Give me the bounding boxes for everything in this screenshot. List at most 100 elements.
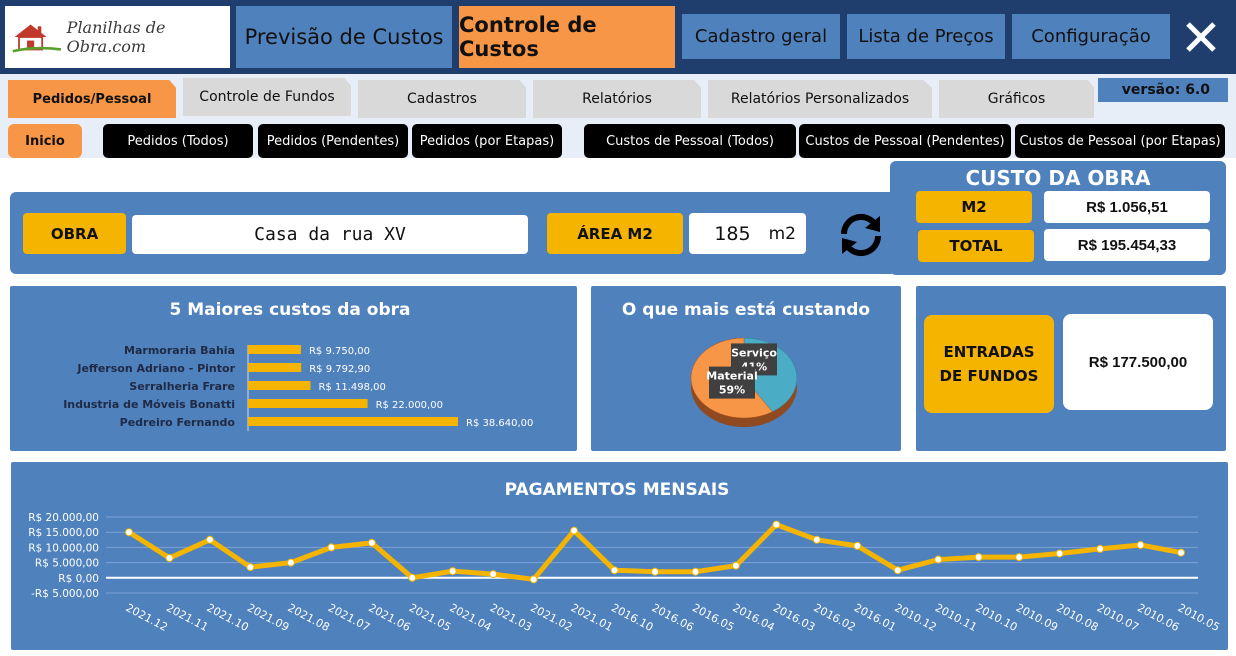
x-tick-label: 2021.10 xyxy=(205,601,251,634)
bar xyxy=(248,345,301,354)
data-point xyxy=(1177,548,1185,557)
data-point xyxy=(691,567,700,576)
pie-slice-label: Material xyxy=(706,370,757,383)
tab-configuracao[interactable]: Configuração xyxy=(1012,14,1170,59)
area-field[interactable]: 185 m2 xyxy=(689,213,806,254)
data-point xyxy=(570,526,579,535)
bar-category-label: Pedreiro Fernando xyxy=(120,416,236,429)
x-tick-label: 2021.04 xyxy=(447,601,493,634)
data-point xyxy=(974,553,983,562)
x-tick-label: 2021.07 xyxy=(326,601,372,634)
pie-slice-value: 59% xyxy=(719,384,745,397)
bar xyxy=(248,399,368,408)
x-tick-label: 2010.05 xyxy=(1176,601,1222,634)
x-tick-label: 2010.12 xyxy=(892,601,938,634)
x-tick-label: 2016.03 xyxy=(771,601,817,634)
top-costs-chart: Marmoraria Bahia R$ 9.750,00 Jefferson Adr… xyxy=(63,344,533,431)
area-unit: m2 xyxy=(768,223,796,244)
data-point xyxy=(125,528,133,537)
data-point xyxy=(1136,540,1145,549)
bar-category-label: Marmoraria Bahia xyxy=(124,344,235,357)
close-button[interactable] xyxy=(1178,14,1224,60)
payments-chart: R$ 20.000,00 R$ 15.000,00 R$ 10.000,00 R$ 5… xyxy=(28,512,1222,634)
data-point xyxy=(1015,553,1024,562)
tab-previsao-custos[interactable]: Previsão de Custos xyxy=(236,6,452,68)
data-point xyxy=(286,558,295,567)
pie-label-box xyxy=(709,366,756,399)
subtab-pedidos-pessoal[interactable]: Pedidos/Pessoal xyxy=(8,80,176,118)
x-tick-label: 2010.06 xyxy=(1135,601,1181,634)
bar xyxy=(248,363,302,372)
bar-value-label: R$ 22.000,00 xyxy=(376,400,443,411)
y-tick-label: R$ 15.000,00 xyxy=(28,527,99,539)
pedidos-todos-button[interactable]: Pedidos (Todos) xyxy=(103,124,253,158)
data-point xyxy=(448,567,457,576)
entradas-fundos-value: R$ 177.500,00 xyxy=(1063,314,1213,410)
data-point xyxy=(246,563,255,572)
bar-value-label: R$ 11.498,00 xyxy=(318,382,385,393)
data-point xyxy=(893,566,902,575)
x-tick-label: 2010.09 xyxy=(1014,601,1060,634)
subtab-cadastros[interactable]: Cadastros xyxy=(358,80,526,118)
y-tick-label: R$ 10.000,00 xyxy=(28,542,99,554)
data-point xyxy=(165,554,174,563)
payments-title: PAGAMENTOS MENSAIS xyxy=(504,480,730,500)
area-value: 185 xyxy=(714,222,751,245)
area-label: ÁREA M2 xyxy=(547,213,683,254)
x-tick-label: 2021.11 xyxy=(164,601,210,634)
refresh-button[interactable] xyxy=(836,210,886,260)
data-point xyxy=(812,535,821,544)
obra-name-field[interactable]: Casa da rua XV xyxy=(132,215,528,254)
y-tick-label: R$ 5.000,00 xyxy=(35,558,99,570)
obra-label: OBRA xyxy=(23,213,126,254)
data-point xyxy=(651,567,659,576)
bar-category-label: Jefferson Adriano - Pintor xyxy=(76,362,235,375)
bar-category-label: Serralheria Frare xyxy=(129,380,235,393)
x-tick-label: 2021.09 xyxy=(245,601,291,634)
x-tick-label: 2021.01 xyxy=(569,601,615,634)
bar-value-label: R$ 9.750,00 xyxy=(309,346,370,357)
total-cost-value: R$ 195.454,33 xyxy=(1044,229,1210,261)
custos-pessoal-todos-button[interactable]: Custos de Pessoal (Todos) xyxy=(584,124,796,158)
pedidos-pendentes-button[interactable]: Pedidos (Pendentes) xyxy=(258,124,408,158)
x-tick-label: 2021.05 xyxy=(407,601,453,634)
custo-obra-title: CUSTO DA OBRA xyxy=(965,166,1151,190)
data-point xyxy=(529,575,538,584)
x-tick-label: 2021.03 xyxy=(488,601,534,634)
data-point xyxy=(731,561,740,570)
subtab-relatorios-personalizados[interactable]: Relatórios Personalizados xyxy=(708,80,932,118)
tab-lista-precos[interactable]: Lista de Preços xyxy=(847,14,1005,59)
data-point xyxy=(408,573,417,582)
tab-cadastro-geral[interactable]: Cadastro geral xyxy=(682,14,840,59)
x-tick-label: 2021.02 xyxy=(528,601,574,634)
x-tick-label: 2010.11 xyxy=(933,601,979,634)
data-point xyxy=(610,566,619,575)
pedidos-etapas-button[interactable]: Pedidos (por Etapas) xyxy=(412,124,562,158)
data-point xyxy=(1096,544,1105,553)
data-point xyxy=(1055,549,1064,558)
x-tick-label: 2016.01 xyxy=(852,601,898,634)
custos-pessoal-pendentes-button[interactable]: Custos de Pessoal (Pendentes) xyxy=(799,124,1011,158)
bar-value-label: R$ 9.792,90 xyxy=(309,364,370,375)
subtab-controle-fundos[interactable]: Controle de Fundos xyxy=(183,78,351,116)
bar-value-label: R$ 38.640,00 xyxy=(466,418,533,429)
bar xyxy=(248,381,311,390)
version-label: versão: 6.0 xyxy=(1098,78,1228,102)
custos-pessoal-etapas-button[interactable]: Custos de Pessoal (por Etapas) xyxy=(1015,124,1225,158)
data-point xyxy=(489,570,498,579)
y-tick-label: R$ 0,00 xyxy=(58,573,99,585)
logo: Planilhas de Obra.com xyxy=(5,6,230,68)
subtab-relatorios[interactable]: Relatórios xyxy=(533,80,701,118)
data-point xyxy=(367,538,376,547)
pie-slice-label: Serviço xyxy=(731,346,777,359)
subtab-graficos[interactable]: Gráficos xyxy=(939,80,1094,118)
x-tick-label: 2016.04 xyxy=(731,601,777,634)
x-tick-label: 2021.08 xyxy=(285,601,331,634)
bar-category-label: Industria de Móveis Bonatti xyxy=(63,398,235,411)
data-point xyxy=(934,555,943,564)
inicio-button[interactable]: Inicio xyxy=(8,124,82,158)
refresh-icon xyxy=(840,213,882,257)
x-tick-label: 2016.10 xyxy=(609,601,655,634)
tab-controle-custos[interactable]: Controle de Custos xyxy=(459,6,675,68)
